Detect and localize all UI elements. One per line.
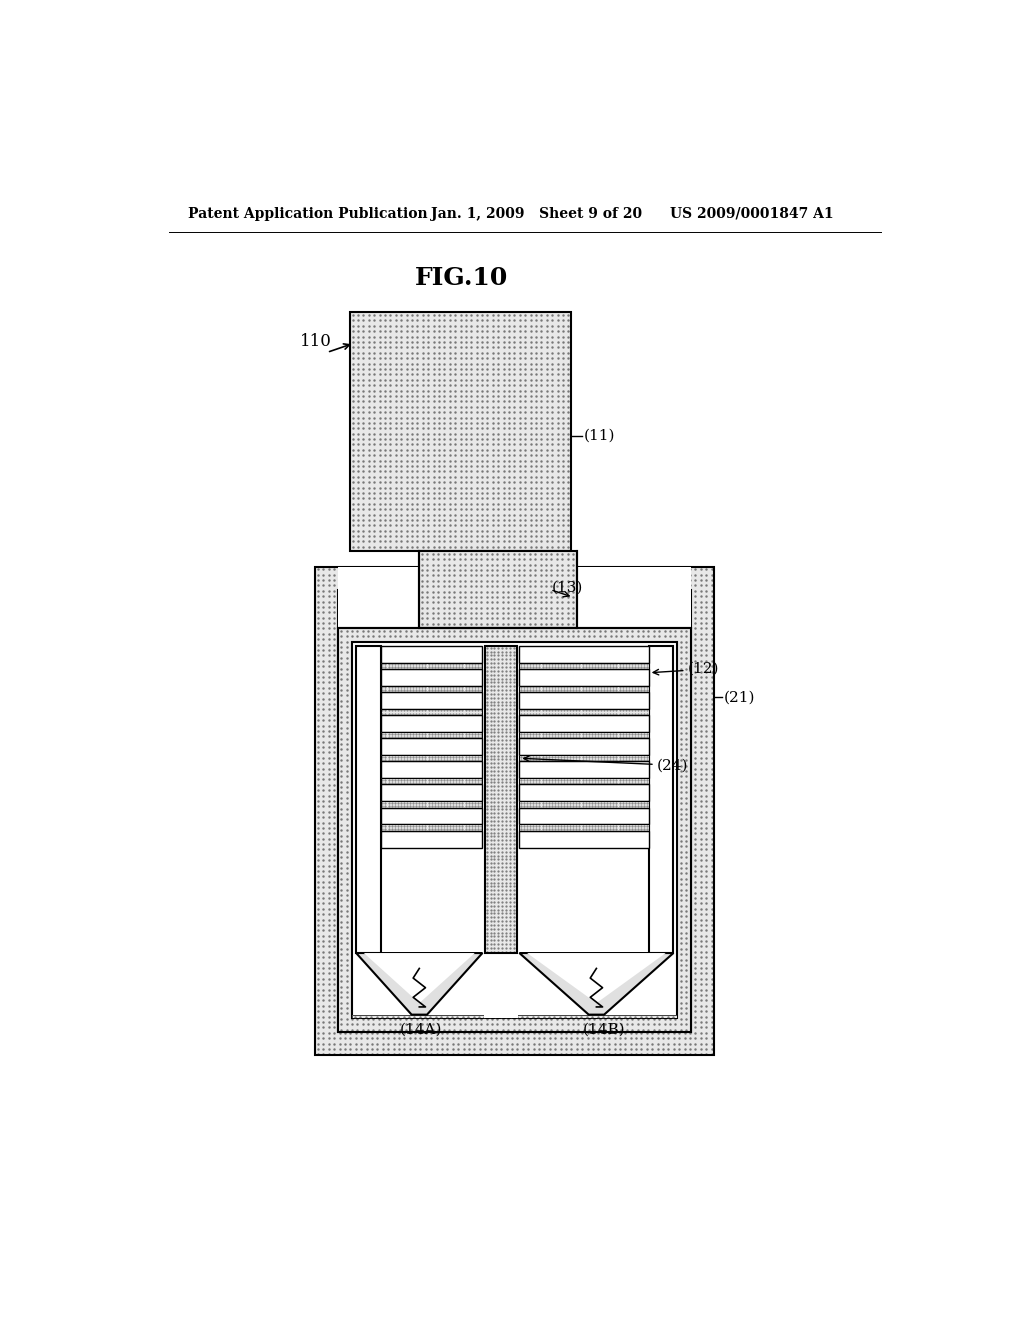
Bar bbox=[381, 686, 482, 692]
Polygon shape bbox=[527, 953, 666, 1003]
Bar bbox=[519, 669, 649, 686]
Bar bbox=[519, 663, 649, 669]
Bar bbox=[419, 552, 578, 628]
Bar bbox=[519, 808, 649, 825]
Bar bbox=[484, 645, 517, 953]
Bar bbox=[381, 715, 482, 733]
Bar bbox=[519, 784, 649, 801]
Polygon shape bbox=[356, 953, 482, 1015]
Bar bbox=[519, 738, 649, 755]
Bar bbox=[381, 692, 482, 709]
Bar bbox=[381, 669, 482, 686]
Bar bbox=[419, 552, 578, 628]
Bar bbox=[519, 755, 649, 762]
Bar bbox=[519, 733, 649, 738]
Bar bbox=[519, 830, 649, 847]
Bar bbox=[519, 733, 649, 738]
Bar bbox=[352, 1015, 677, 1019]
Text: (13): (13) bbox=[552, 581, 583, 595]
Text: US 2009/0001847 A1: US 2009/0001847 A1 bbox=[670, 207, 834, 220]
Bar bbox=[519, 645, 649, 663]
Bar bbox=[519, 715, 649, 733]
Bar bbox=[381, 825, 482, 830]
Bar bbox=[519, 663, 649, 669]
Bar bbox=[381, 733, 482, 738]
Bar bbox=[381, 762, 482, 779]
Bar bbox=[350, 313, 571, 552]
Bar bbox=[381, 808, 482, 825]
Bar bbox=[339, 566, 419, 628]
Bar bbox=[315, 566, 714, 1056]
Bar bbox=[381, 663, 482, 669]
Bar bbox=[381, 733, 482, 738]
Bar bbox=[381, 709, 482, 715]
Bar bbox=[356, 645, 381, 953]
Bar bbox=[381, 738, 482, 755]
Bar bbox=[339, 590, 691, 1032]
Bar bbox=[381, 830, 482, 847]
Text: 110: 110 bbox=[300, 333, 332, 350]
Bar bbox=[339, 628, 691, 1032]
Bar bbox=[519, 709, 649, 715]
Bar bbox=[484, 645, 517, 953]
Bar bbox=[381, 686, 482, 692]
Bar bbox=[381, 645, 482, 663]
Bar bbox=[381, 779, 482, 784]
Bar bbox=[519, 686, 649, 692]
Bar bbox=[381, 825, 482, 830]
Text: (14A): (14A) bbox=[400, 1023, 442, 1038]
Bar bbox=[519, 825, 649, 830]
Bar bbox=[519, 779, 649, 784]
Bar bbox=[381, 755, 482, 762]
Text: FIG.10: FIG.10 bbox=[415, 265, 508, 290]
Bar bbox=[519, 686, 649, 692]
Text: Jan. 1, 2009   Sheet 9 of 20: Jan. 1, 2009 Sheet 9 of 20 bbox=[431, 207, 642, 220]
Bar bbox=[381, 801, 482, 808]
Bar bbox=[381, 801, 482, 808]
Polygon shape bbox=[364, 953, 475, 1003]
Bar bbox=[381, 779, 482, 784]
Text: (24): (24) bbox=[656, 759, 688, 774]
Text: (21): (21) bbox=[724, 690, 755, 705]
Text: (11): (11) bbox=[584, 429, 614, 442]
Bar bbox=[519, 779, 649, 784]
Bar bbox=[381, 784, 482, 801]
Bar bbox=[519, 801, 649, 808]
Bar bbox=[519, 755, 649, 762]
Text: Patent Application Publication: Patent Application Publication bbox=[188, 207, 428, 220]
Bar bbox=[339, 628, 691, 1032]
Bar bbox=[381, 709, 482, 715]
Polygon shape bbox=[519, 953, 674, 1015]
Bar bbox=[578, 566, 691, 628]
Bar bbox=[519, 825, 649, 830]
Bar bbox=[519, 801, 649, 808]
Bar bbox=[315, 566, 714, 1056]
Bar bbox=[519, 692, 649, 709]
Text: (14B): (14B) bbox=[583, 1023, 626, 1038]
Bar bbox=[350, 313, 571, 552]
Bar bbox=[649, 645, 674, 953]
Bar bbox=[381, 755, 482, 762]
Text: (12): (12) bbox=[687, 661, 719, 676]
Bar bbox=[381, 663, 482, 669]
Bar bbox=[519, 709, 649, 715]
Bar bbox=[352, 642, 677, 1019]
Bar bbox=[352, 1015, 677, 1019]
Bar bbox=[484, 1015, 518, 1019]
Bar bbox=[519, 762, 649, 779]
